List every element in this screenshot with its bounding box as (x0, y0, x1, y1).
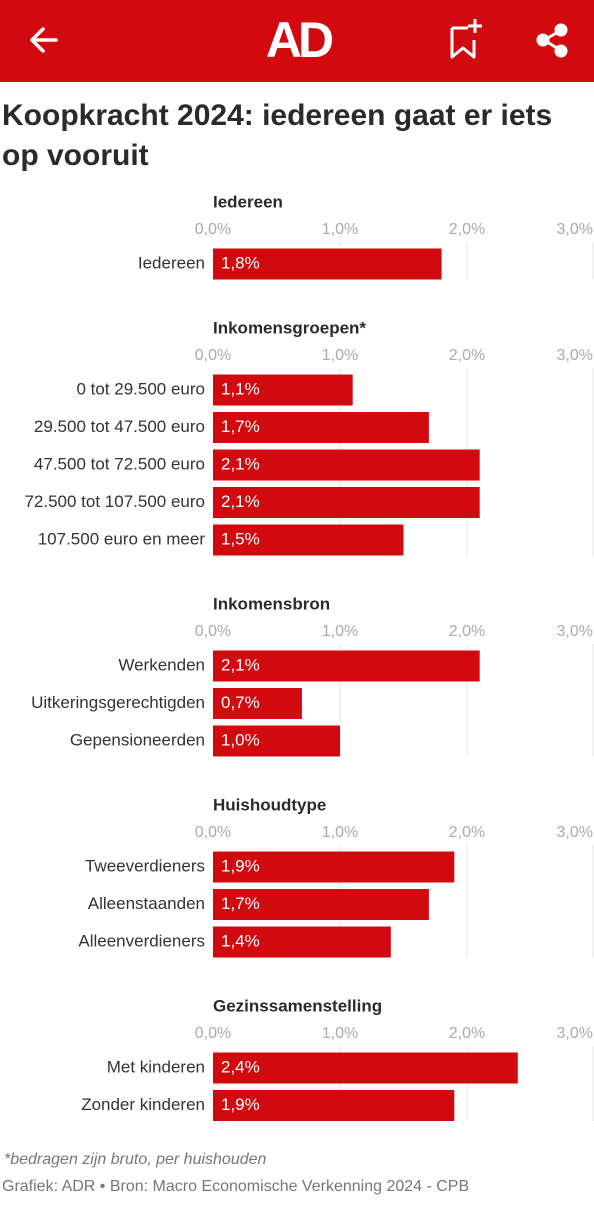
value-label: 2,1% (221, 492, 260, 511)
x-tick-label: 3,0% (557, 1025, 593, 1042)
category-label: Tweeverdieners (85, 856, 205, 875)
x-tick-label: 0,0% (195, 1025, 231, 1042)
bar (213, 725, 340, 757)
value-label: 1,0% (221, 730, 260, 749)
x-tick-label: 1,0% (322, 221, 358, 238)
x-tick-label: 0,0% (195, 347, 231, 364)
value-label: 1,7% (221, 417, 260, 436)
section-title: Huishoudtype (213, 795, 326, 814)
value-label: 1,9% (221, 856, 260, 875)
bar (213, 1090, 455, 1121)
title-line: op vooruit (2, 139, 149, 172)
value-label: 2,4% (221, 1057, 260, 1076)
category-label: Iedereen (138, 253, 205, 272)
bar (213, 889, 429, 920)
category-label: 107.500 euro en meer (38, 529, 206, 548)
value-label: 2,1% (221, 454, 260, 473)
x-tick-label: 3,0% (557, 623, 593, 640)
value-label: 1,1% (221, 379, 260, 398)
x-tick-label: 1,0% (322, 824, 358, 841)
x-tick-label: 2,0% (449, 1025, 485, 1042)
x-tick-label: 0,0% (195, 221, 231, 238)
bar (213, 926, 391, 958)
value-label: 1,9% (221, 1095, 260, 1114)
x-tick-label: 2,0% (449, 347, 485, 364)
bar (213, 449, 480, 481)
value-label: 1,5% (221, 529, 260, 548)
bar (213, 487, 480, 518)
category-label: Gepensioneerden (70, 730, 205, 749)
x-tick-label: 1,0% (322, 1025, 358, 1042)
x-tick-label: 3,0% (557, 824, 593, 841)
value-label: 1,7% (221, 894, 260, 913)
share-button[interactable] (536, 23, 568, 58)
value-label: 0,7% (221, 693, 260, 712)
category-label: 47.500 tot 72.500 euro (34, 454, 205, 473)
app-bar (0, 0, 594, 82)
category-label: Alleenverdieners (78, 931, 205, 950)
x-tick-label: 0,0% (195, 824, 231, 841)
bar (213, 1052, 518, 1084)
x-tick-label: 1,0% (322, 347, 358, 364)
title-line: Koopkracht 2024: iedereen gaat er iets (2, 99, 552, 132)
category-label: 29.500 tot 47.500 euro (34, 417, 205, 436)
category-label: Alleenstaanden (88, 894, 205, 913)
value-label: 2,1% (221, 655, 260, 674)
category-label: 0 tot 29.500 euro (76, 379, 205, 398)
category-label: Werkenden (118, 655, 205, 674)
bookmark-button[interactable] (450, 19, 482, 59)
value-label: 1,4% (221, 931, 260, 950)
section-title: Inkomensgroepen* (213, 318, 366, 337)
x-tick-label: 2,0% (449, 221, 485, 238)
footnote: *bedragen zijn bruto, per huishouden (4, 1151, 267, 1168)
bar (213, 374, 353, 406)
category-label: Uitkeringsgerechtigden (31, 693, 205, 712)
x-tick-label: 3,0% (557, 221, 593, 238)
logo[interactable]: AD (266, 12, 337, 68)
section-title: Inkomensbron (213, 594, 330, 613)
source: Grafiek: ADR • Bron: Macro Economische V… (2, 1178, 469, 1195)
bar (213, 412, 429, 443)
x-tick-label: 0,0% (195, 623, 231, 640)
category-label: 72.500 tot 107.500 euro (24, 492, 205, 511)
bar (213, 524, 404, 556)
x-tick-label: 3,0% (557, 347, 593, 364)
bar (213, 688, 302, 719)
section-title: Iedereen (213, 192, 283, 211)
x-tick-label: 1,0% (322, 623, 358, 640)
x-tick-label: 2,0% (449, 623, 485, 640)
bar (213, 650, 480, 682)
bar (213, 248, 442, 280)
category-label: Met kinderen (107, 1057, 205, 1076)
bar (213, 851, 455, 883)
back-button[interactable] (30, 27, 58, 53)
section-title: Gezinssamenstelling (213, 996, 382, 1015)
value-label: 1,8% (221, 253, 260, 272)
category-label: Zonder kinderen (81, 1095, 205, 1114)
x-tick-label: 2,0% (449, 824, 485, 841)
